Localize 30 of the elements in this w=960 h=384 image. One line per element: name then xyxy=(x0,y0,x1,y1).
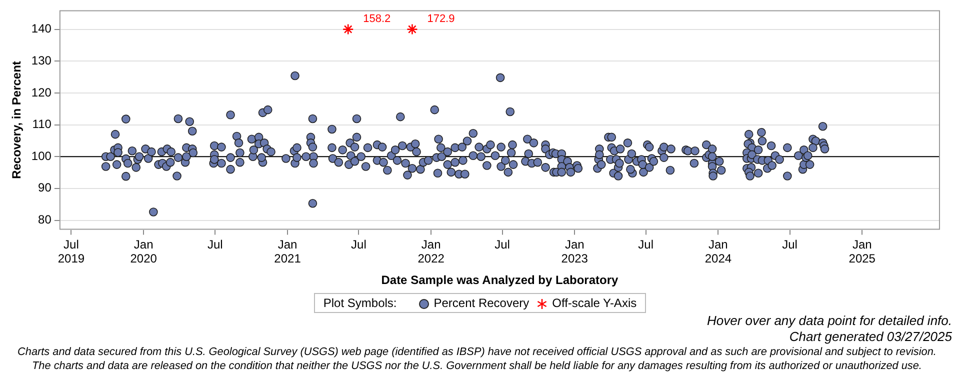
y-tick-label: 120 xyxy=(31,85,52,100)
legend-label: Off-scale Y-Axis xyxy=(551,296,637,310)
x-tick-label: Jan 2021 xyxy=(274,237,302,266)
x-tick-label: Jul xyxy=(638,237,654,252)
x-tick-label: Jul xyxy=(207,237,223,252)
x-tick-label: Jan 2020 xyxy=(130,237,158,266)
x-tick-label: Jan 2025 xyxy=(848,237,876,266)
legend-title: Plot Symbols: xyxy=(323,296,397,310)
x-tick-label: Jul 2019 xyxy=(58,237,85,266)
x-axis-title: Date Sample was Analyzed by Laboratory xyxy=(381,273,619,288)
x-tick-label: Jul xyxy=(351,237,366,252)
text: Hover over any data point for detailed info. xyxy=(706,313,952,329)
y-tick-label: 100 xyxy=(31,148,52,163)
text: Charts and data secured from this U.S. Geological Survey (USGS) web page (identified as IBSP) have not received official USGS approval and as such are provisional and subject to revision. xyxy=(16,345,938,359)
y-tick-label: 80 xyxy=(38,212,52,227)
x-tick-label: Jul xyxy=(782,237,798,252)
x-tick-label: Jan 2023 xyxy=(561,237,588,266)
y-tick-label: 140 xyxy=(31,22,52,36)
y-tick-label: 130 xyxy=(31,53,52,68)
annotation: 172.9 xyxy=(427,12,455,25)
y-tick-label: 110 xyxy=(32,117,52,132)
y-axis-title: Recovery, in Percent xyxy=(10,61,24,179)
text: The charts and data are released on the condition that neither the USGS nor the U.S. Government shall be held liable for any damages resulting from its authorized or unauthorized use. xyxy=(31,359,923,373)
annotation: 158.2 xyxy=(363,12,391,25)
x-tick-label: Jul xyxy=(494,237,510,252)
y-tick-label: 90 xyxy=(38,180,52,195)
text: Chart generated 03/27/2025 xyxy=(788,329,952,345)
x-tick-label: Jan 2024 xyxy=(704,237,732,266)
legend-label: Percent Recovery xyxy=(432,296,530,310)
x-tick-label: Jan 2022 xyxy=(418,237,445,266)
